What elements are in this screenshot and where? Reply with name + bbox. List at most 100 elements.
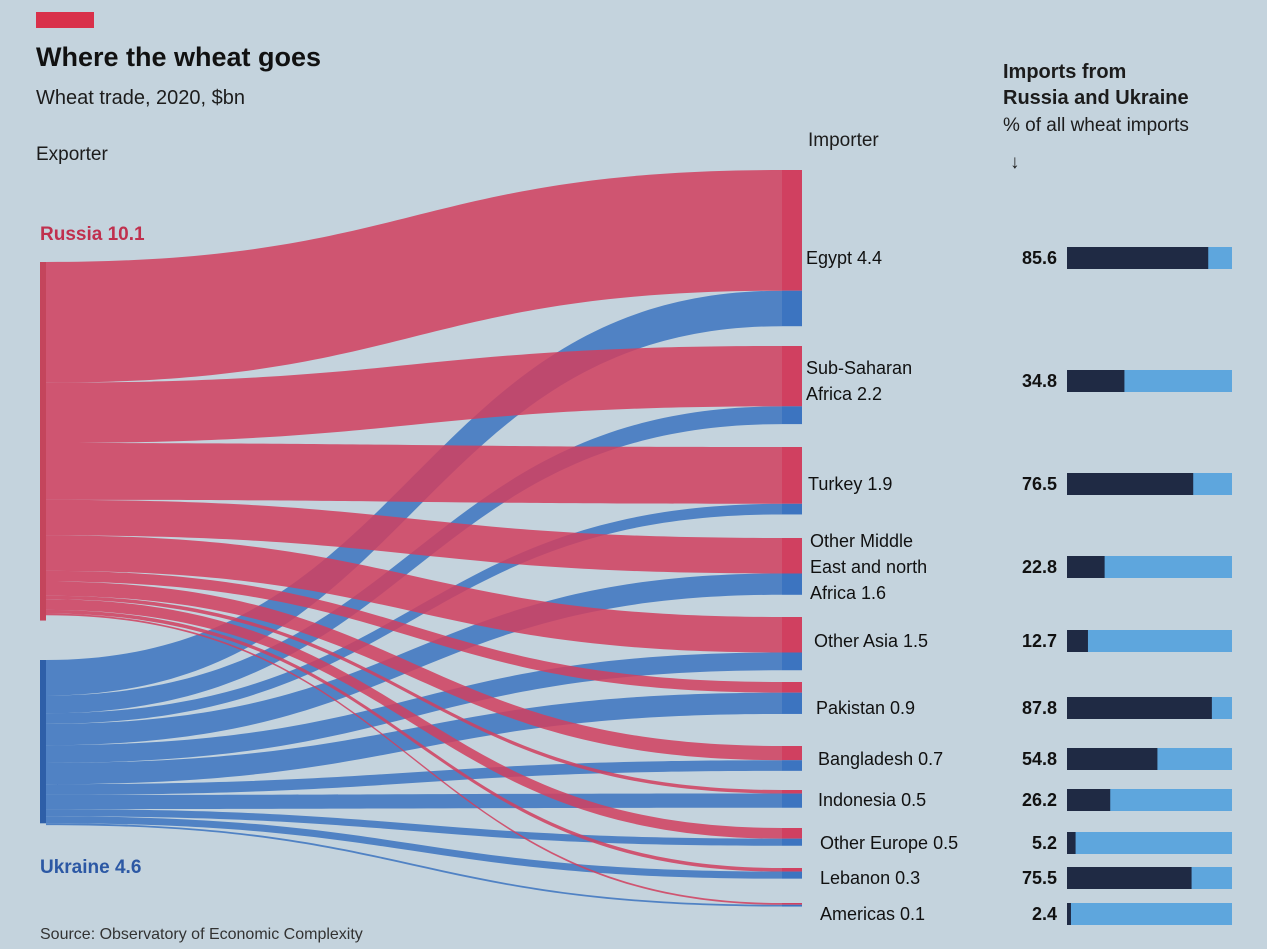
importer-node-ukraine-other-asia [782,652,802,671]
importer-node-russia-other-middle-east-and-north-africa [782,538,802,574]
import-bar-indonesia [1067,789,1111,811]
import-bar-sub-saharan-africa [1067,370,1125,392]
import-share-bars: 85.6 34.8 76.5 22.8 12.7 87.8 54.8 26.2 5.2 75.5 2… [1022,247,1232,925]
import-track-americas [1067,903,1232,925]
flow-russia-other-asia [46,535,782,653]
exporter-label-ukraine: Ukraine 4.6 [40,857,141,878]
flow-ukraine-lebanon [46,816,782,879]
importer-node-russia-other-europe [782,828,802,839]
importer-label-americas-line1: Americas 0.1 [820,904,925,924]
imports-title-line1: Imports from [1003,61,1126,83]
import-bar-americas [1067,903,1071,925]
importer-label-turkey-line1: Turkey 1.9 [808,474,892,494]
importer-label-lebanon-line1: Lebanon 0.3 [820,868,920,888]
importer-label-other-middle-east-and-north-africa-line2: East and north [810,557,927,577]
import-value-egypt: 85.6 [1022,248,1057,268]
importer-label-other-europe-line1: Other Europe 0.5 [820,833,958,853]
exporter-label-russia: Russia 10.1 [40,224,145,245]
flow-russia-sub-saharan-africa [46,346,782,444]
importer-node-ukraine-egypt [782,290,802,327]
import-bar-egypt [1067,247,1209,269]
importer-label-bangladesh-line1: Bangladesh 0.7 [818,749,943,769]
flow-russia-turkey [46,443,782,504]
importer-header: Importer [808,130,879,151]
import-value-turkey: 76.5 [1022,474,1057,494]
flow-ukraine-other-asia [46,652,782,763]
import-bar-other-asia [1067,630,1088,652]
flow-russia-other-europe [46,599,782,839]
flow-ukraine-indonesia [46,793,782,810]
importer-node-russia-other-asia [782,617,802,653]
flow-ukraine-americas [46,823,782,907]
importer-node-ukraine-other-middle-east-and-north-africa [782,573,802,595]
import-bar-other-middle-east-and-north-africa [1067,556,1105,578]
import-bar-turkey [1067,473,1194,495]
accent-bar [36,12,94,28]
import-track-other-middle-east-and-north-africa [1067,556,1232,578]
flow-ukraine-pakistan [46,692,782,785]
flow-ukraine-turkey [46,503,782,724]
import-value-pakistan: 87.8 [1022,698,1057,718]
importer-node-ukraine-americas [782,904,802,907]
importer-node-ukraine-indonesia [782,793,802,808]
importer-label-indonesia-line1: Indonesia 0.5 [818,790,926,810]
importer-node-russia-turkey [782,447,802,504]
sankey-labels: Russia 10.1 Ukraine 4.6 Egypt 4.4 Sub-Sahar… [40,224,958,924]
import-bar-lebanon [1067,867,1192,889]
importer-node-ukraine-lebanon [782,871,802,879]
flow-russia-other-middle-east-and-north-africa [46,499,782,574]
flow-ukraine-sub-saharan-africa [46,406,782,714]
importer-label-other-middle-east-and-north-africa-line3: Africa 1.6 [810,583,886,603]
sankey-nodes [40,170,802,907]
flow-ukraine-other-middle-east-and-north-africa [46,573,782,746]
importer-node-ukraine-pakistan [782,692,802,714]
importer-node-ukraine-bangladesh [782,760,802,771]
exporter-node-ukraine [40,660,46,824]
import-track-other-europe [1067,832,1232,854]
flow-russia-lebanon [46,609,782,872]
importer-label-other-asia-line1: Other Asia 1.5 [814,631,928,651]
importer-node-russia-pakistan [782,682,802,693]
importer-node-russia-lebanon [782,868,802,872]
import-value-sub-saharan-africa: 34.8 [1022,371,1057,391]
import-value-lebanon: 75.5 [1022,868,1057,888]
importer-node-russia-bangladesh [782,746,802,761]
importer-node-russia-americas [782,903,802,905]
flow-russia-indonesia [46,595,782,794]
imports-subtitle: % of all wheat imports [1003,115,1189,136]
importer-node-russia-sub-saharan-africa [782,346,802,407]
importer-node-ukraine-turkey [782,503,802,515]
importer-node-russia-egypt [782,170,802,291]
importer-label-sub-saharan-africa-line2: Africa 2.2 [806,384,882,404]
importer-node-russia-indonesia [782,790,802,794]
import-value-other-middle-east-and-north-africa: 22.8 [1022,557,1057,577]
exporter-node-russia [40,262,46,621]
import-bar-other-europe [1067,832,1076,854]
flow-russia-americas [46,613,782,905]
importer-label-pakistan-line1: Pakistan 0.9 [816,698,915,718]
flow-russia-egypt [46,170,782,383]
exporter-header: Exporter [36,144,108,165]
importer-label-egypt-line1: Egypt 4.4 [806,248,882,268]
import-bar-pakistan [1067,697,1212,719]
flow-ukraine-other-europe [46,809,782,846]
sankey-flows [46,170,782,907]
flow-ukraine-bangladesh [46,760,782,795]
import-value-indonesia: 26.2 [1022,790,1057,810]
flow-russia-pakistan [46,570,782,693]
import-bar-bangladesh [1067,748,1158,770]
importer-label-other-middle-east-and-north-africa-line1: Other Middle [810,531,913,551]
import-value-other-europe: 5.2 [1032,833,1057,853]
import-value-other-asia: 12.7 [1022,631,1057,651]
importer-node-ukraine-sub-saharan-africa [782,406,802,425]
importer-node-ukraine-other-europe [782,838,802,846]
chart-subtitle: Wheat trade, 2020, $bn [36,87,245,109]
import-value-bangladesh: 54.8 [1022,749,1057,769]
imports-title-line2: Russia and Ukraine [1003,87,1189,109]
chart-title: Where the wheat goes [36,42,321,72]
flow-russia-bangladesh [46,581,782,761]
down-arrow-icon: ↓ [1010,152,1020,173]
import-value-americas: 2.4 [1032,904,1057,924]
source-note: Source: Observatory of Economic Complexi… [40,926,363,943]
